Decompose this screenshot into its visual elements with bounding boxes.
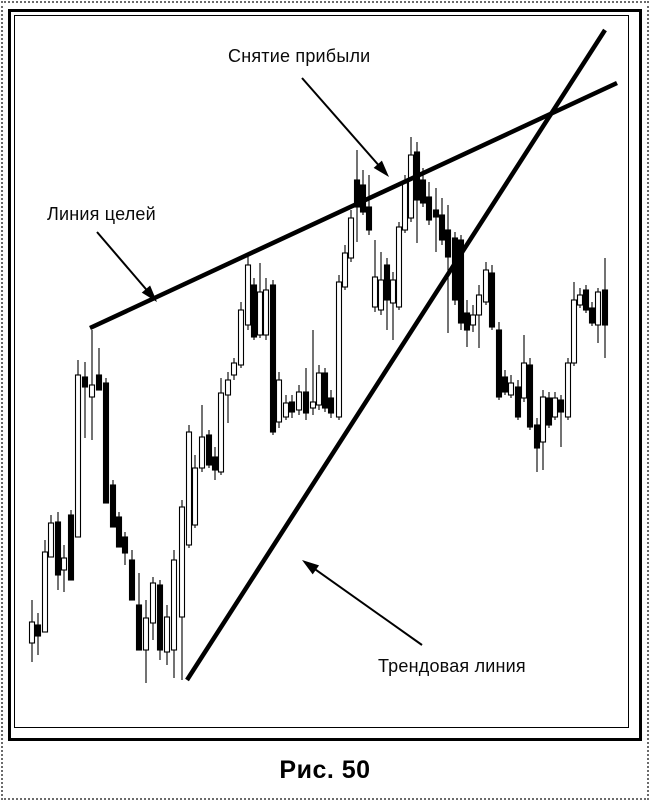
candle xyxy=(309,330,317,415)
taking-profit-arrow-icon xyxy=(301,77,389,177)
candle xyxy=(539,390,547,470)
trend-line-arrow-icon xyxy=(302,560,423,646)
candle xyxy=(353,150,361,242)
candle xyxy=(67,510,75,581)
candle xyxy=(28,600,36,662)
candle xyxy=(588,302,596,326)
candle xyxy=(482,262,490,305)
candle xyxy=(54,512,62,590)
candle xyxy=(507,375,515,398)
candle xyxy=(564,358,572,420)
candle xyxy=(594,288,602,343)
candle xyxy=(250,278,258,340)
candle xyxy=(60,545,68,592)
candle xyxy=(533,418,541,472)
candle xyxy=(570,282,578,366)
candle xyxy=(359,170,367,215)
candle xyxy=(128,550,136,601)
candle xyxy=(365,175,373,235)
target-line xyxy=(89,80,618,331)
candle xyxy=(335,275,343,420)
candle xyxy=(41,540,49,633)
candle xyxy=(347,210,355,262)
candle xyxy=(244,255,252,330)
candle xyxy=(149,577,157,640)
candle xyxy=(282,395,290,420)
candle xyxy=(81,362,89,438)
candle xyxy=(557,395,565,447)
candle xyxy=(438,198,446,245)
candle xyxy=(371,240,379,312)
candle xyxy=(432,188,440,252)
candle xyxy=(135,573,143,651)
candle xyxy=(395,222,403,310)
candle xyxy=(178,500,186,680)
candle xyxy=(115,512,123,548)
candle xyxy=(163,605,171,665)
candle xyxy=(288,395,296,418)
candle xyxy=(582,285,590,313)
candle xyxy=(551,392,559,420)
candle xyxy=(413,142,421,243)
candle xyxy=(217,378,225,475)
trend-line-label: Трендовая линия xyxy=(378,656,526,676)
candle xyxy=(475,285,483,348)
candle xyxy=(275,372,283,428)
target-line-arrow-icon xyxy=(96,231,157,302)
candle xyxy=(198,405,206,472)
candle xyxy=(102,378,110,504)
candle xyxy=(34,613,42,655)
candle xyxy=(463,300,471,347)
candle xyxy=(269,280,277,435)
candlestick-chart xyxy=(28,28,618,683)
candle xyxy=(142,600,150,683)
chart-frame-inner xyxy=(14,15,629,728)
candle xyxy=(224,372,232,423)
candle xyxy=(389,272,397,340)
candle xyxy=(315,365,323,410)
candle xyxy=(327,390,335,418)
candle xyxy=(295,385,303,415)
target-line-label: Линия целей xyxy=(47,204,156,224)
candle xyxy=(444,205,452,333)
candle xyxy=(545,392,553,428)
chart-frame-outer xyxy=(8,9,642,741)
taking-profit-label: Снятие прибыли xyxy=(228,46,371,66)
candle xyxy=(302,368,310,420)
candle xyxy=(95,348,103,391)
candle xyxy=(47,515,55,558)
candle xyxy=(256,263,264,338)
candle xyxy=(520,335,528,402)
candle xyxy=(601,258,609,358)
candle xyxy=(341,245,349,290)
candles-group xyxy=(28,137,609,683)
candle xyxy=(185,425,193,548)
candle xyxy=(526,358,534,430)
candle xyxy=(170,550,178,678)
candle xyxy=(121,532,129,565)
trend-line xyxy=(185,28,607,682)
candle xyxy=(262,278,270,340)
candle xyxy=(109,480,117,528)
candle xyxy=(495,322,503,400)
candle xyxy=(156,580,164,660)
figure-caption: Рис. 50 xyxy=(279,756,371,784)
candle xyxy=(321,368,329,412)
candle xyxy=(74,360,82,538)
candle xyxy=(205,430,213,468)
candle xyxy=(211,447,219,480)
candle xyxy=(501,370,509,395)
candle xyxy=(488,265,496,330)
candle xyxy=(191,455,199,528)
candle xyxy=(88,330,96,440)
candle xyxy=(425,182,433,225)
candle xyxy=(383,258,391,330)
candle xyxy=(514,380,522,420)
candle xyxy=(576,288,584,308)
candle xyxy=(237,302,245,368)
candle xyxy=(469,305,477,332)
candle xyxy=(377,252,385,315)
candle xyxy=(230,358,238,380)
